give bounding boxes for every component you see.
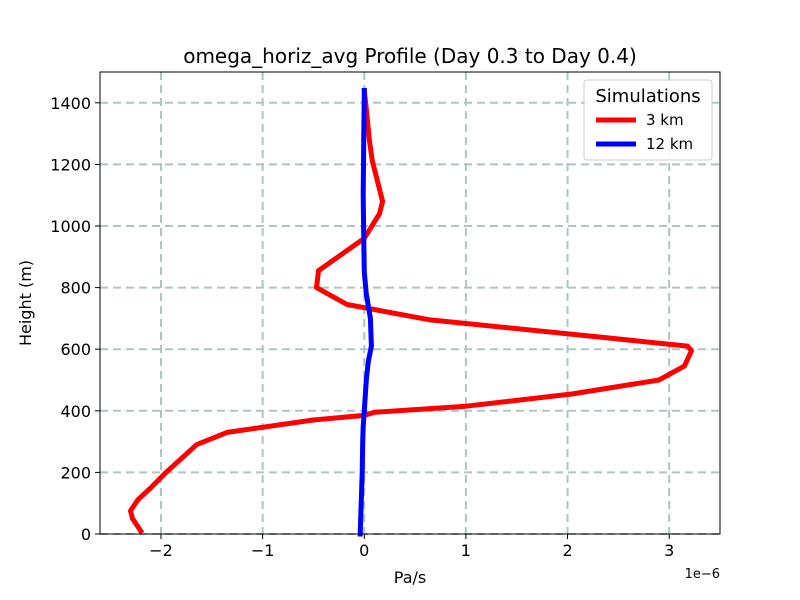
legend-label: 3 km (646, 111, 684, 129)
y-tick-label: 400 (60, 402, 91, 421)
y-tick-label: 600 (60, 340, 91, 359)
legend-title: Simulations (595, 86, 700, 107)
y-tick-label: 1000 (50, 217, 91, 236)
legend-entries: 3 km 12 km (596, 111, 693, 153)
series-line-12km (357, 87, 374, 537)
x-offset-label: 1e−6 (685, 567, 720, 582)
legend-label: 12 km (646, 135, 693, 153)
y-tick-label: 1400 (50, 94, 91, 113)
chart-title: omega_horiz_avg Profile (Day 0.3 to Day … (183, 44, 637, 68)
x-tick-label: 3 (664, 541, 674, 560)
x-tick-label: 2 (562, 541, 572, 560)
series-line-3km (128, 87, 694, 535)
x-tick-label: −1 (251, 541, 275, 560)
legend: Simulations 3 km 12 km (583, 79, 713, 161)
tick-layer: −2 −1 0 1 2 3 0 200 400 600 800 1000 1200 1400 (50, 94, 674, 560)
x-tick-label: −2 (149, 541, 173, 560)
y-tick-label: 1200 (50, 155, 91, 174)
plot-frame (99, 71, 721, 535)
x-axis-label: Pa/s (394, 568, 426, 587)
y-tick-label: 800 (60, 279, 91, 298)
y-axis-label: Height (m) (16, 260, 35, 346)
legend-frame (583, 79, 713, 161)
x-tick-label: 1 (461, 541, 471, 560)
x-tick-label: 0 (359, 541, 369, 560)
series-layer (128, 87, 694, 537)
y-tick-label: 200 (60, 463, 91, 482)
y-tick-label: 0 (81, 525, 91, 544)
